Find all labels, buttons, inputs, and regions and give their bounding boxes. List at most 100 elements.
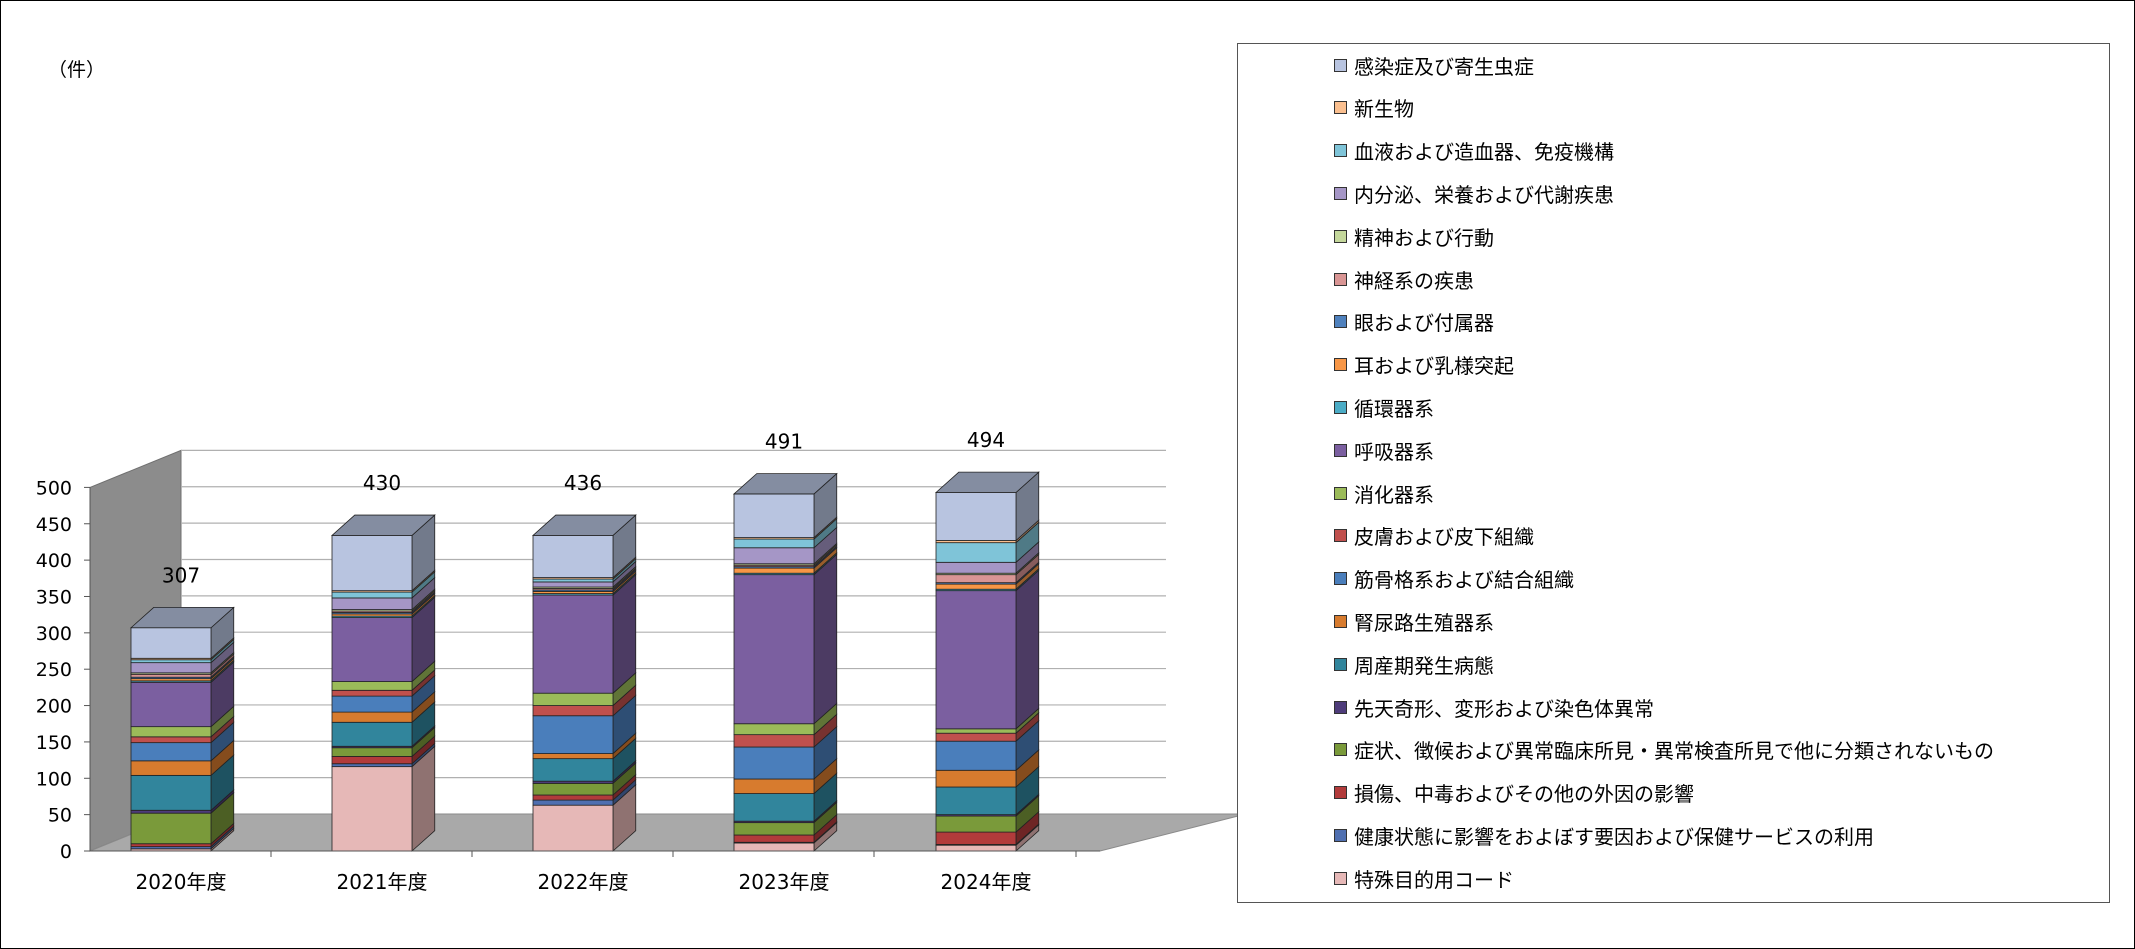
legend-label: 内分泌、栄養および代謝疾患 bbox=[1354, 182, 1614, 207]
bar-stack-4 bbox=[732, 472, 838, 852]
bar-segment-front bbox=[331, 747, 413, 757]
legend-label: 症状、徴候および異常臨床所見・異常検査所見で他に分類されないもの bbox=[1354, 739, 1994, 764]
bar-segment-front bbox=[532, 594, 614, 694]
bar-segment-front bbox=[532, 782, 614, 796]
y-axis: （件） 0 50 100 150 200 250 300 350 400 450 500 bbox=[36, 59, 105, 863]
bar-segment-front bbox=[532, 578, 614, 583]
legend-label: 特殊目的用コード bbox=[1354, 867, 1514, 892]
x-tick-label: 2024年度 bbox=[941, 870, 1032, 894]
bar-segment-front bbox=[733, 493, 815, 538]
bar-segment-front bbox=[532, 758, 614, 782]
legend-swatch bbox=[1334, 400, 1347, 414]
bar-top bbox=[531, 514, 637, 536]
legend-swatch bbox=[1334, 144, 1347, 158]
bar-segment bbox=[935, 521, 1040, 564]
y-tick-label: 350 bbox=[36, 586, 72, 608]
legend-swatch bbox=[1334, 657, 1347, 671]
bar-segment-front bbox=[733, 793, 815, 822]
bar-segment-front bbox=[130, 681, 212, 728]
legend-swatch bbox=[1334, 486, 1347, 500]
bar-segment-side bbox=[1015, 569, 1040, 730]
bar-segment-front bbox=[532, 581, 614, 588]
bar-segment-front bbox=[532, 753, 614, 760]
legend-swatch bbox=[1334, 700, 1347, 714]
legend-label: 消化器系 bbox=[1354, 482, 1434, 507]
legend-label: 皮膚および皮下組織 bbox=[1354, 525, 1534, 550]
legend-item: 皮膚および皮下組織 bbox=[1334, 521, 1534, 551]
bar-segment bbox=[130, 721, 235, 762]
legend-swatch bbox=[1334, 614, 1347, 628]
bar-segment-front bbox=[331, 711, 413, 723]
bar-segment-front bbox=[733, 842, 815, 852]
legend-label: 循環器系 bbox=[1354, 396, 1434, 421]
total-label: 430 bbox=[363, 471, 401, 495]
legend-item: 内分泌、栄養および代謝疾患 bbox=[1334, 178, 1614, 208]
y-tick-label: 200 bbox=[36, 696, 72, 718]
bar-segment-front bbox=[331, 695, 413, 713]
legend-item: 消化器系 bbox=[1334, 478, 1434, 508]
bar-segment-front bbox=[130, 812, 212, 845]
bar-segment-front bbox=[935, 786, 1017, 816]
legend-item: 循環器系 bbox=[1334, 392, 1434, 422]
legend-label: 健康状態に影響をおよぼす要因および保健サービスの利用 bbox=[1354, 824, 1874, 849]
legend-label: 先天奇形、変形および染色体異常 bbox=[1354, 696, 1654, 721]
bar-segment bbox=[532, 737, 637, 783]
x-axis: 2020年度 2021年度 2022年度 2023年度 2024年度 bbox=[90, 850, 1100, 894]
legend-item: 健康状態に影響をおよぼす要因および保健サービスの利用 bbox=[1334, 820, 1874, 850]
bar-segment bbox=[732, 472, 838, 539]
bar-segment-front bbox=[935, 590, 1017, 730]
bar-segment-front bbox=[532, 794, 614, 801]
x-tick-label: 2020年度 bbox=[136, 870, 227, 894]
bar-segment-front bbox=[935, 740, 1017, 771]
bar-segment-front bbox=[130, 843, 212, 848]
bar-segment bbox=[331, 701, 436, 748]
bar-segment-front bbox=[130, 736, 212, 744]
legend-label: 新生物 bbox=[1354, 97, 1414, 122]
bar-segment-front bbox=[532, 692, 614, 706]
legend-label: 感染症及び寄生虫症 bbox=[1354, 54, 1534, 79]
y-tick-label: 500 bbox=[36, 477, 72, 499]
bar-segment-front bbox=[733, 567, 815, 574]
bar-stack-2 bbox=[330, 514, 436, 852]
legend-item: 症状、徴候および異常臨床所見・異常検査所見で他に分類されないもの bbox=[1334, 735, 1994, 765]
bar-segment bbox=[935, 711, 1040, 743]
bar-segment bbox=[733, 801, 838, 836]
legend-swatch bbox=[1334, 828, 1347, 842]
bar-segment-front bbox=[935, 732, 1017, 742]
legend-item: 精神および行動 bbox=[1334, 221, 1494, 251]
legend-item: 周産期発生病態 bbox=[1334, 649, 1494, 679]
legend-item: 新生物 bbox=[1334, 93, 1414, 123]
legend-label: 周産期発生病態 bbox=[1354, 653, 1494, 678]
bar-segment-front bbox=[733, 746, 815, 780]
legend-swatch bbox=[1334, 229, 1347, 243]
legend-label: 眼および付属器 bbox=[1354, 311, 1494, 336]
y-tick-label: 250 bbox=[36, 659, 72, 681]
bar-segment bbox=[130, 661, 235, 728]
legend-label: 精神および行動 bbox=[1354, 225, 1494, 250]
bar-segment-front bbox=[532, 799, 614, 806]
legend-label: 損傷、中毒およびその他の外因の影響 bbox=[1354, 782, 1694, 807]
legend-item: 呼吸器系 bbox=[1334, 435, 1434, 465]
bar-segment-front bbox=[935, 815, 1017, 833]
bar-segment bbox=[129, 606, 235, 660]
bar-segment-front bbox=[733, 547, 815, 565]
y-axis-unit-label: （件） bbox=[48, 59, 105, 81]
legend-label: 筋骨格系および結合組織 bbox=[1354, 568, 1574, 593]
legend-swatch bbox=[1334, 871, 1347, 885]
legend-swatch bbox=[1334, 58, 1347, 72]
y-tick-label: 300 bbox=[36, 623, 72, 645]
legend-swatch bbox=[1334, 786, 1347, 800]
bar-segment-front bbox=[935, 583, 1017, 590]
bar-segment-front bbox=[331, 721, 413, 747]
bar-segment-front bbox=[331, 534, 413, 592]
bar-segment bbox=[934, 471, 1040, 542]
bar-stack-1 bbox=[129, 606, 235, 852]
bar-segment-front bbox=[935, 561, 1017, 574]
bar-segment-front bbox=[935, 769, 1017, 788]
total-label: 436 bbox=[564, 471, 602, 495]
bar-segment-front bbox=[935, 574, 1017, 584]
bar-segment-front bbox=[733, 538, 815, 549]
legend-swatch bbox=[1334, 743, 1347, 757]
bar-segment-front bbox=[733, 778, 815, 794]
bar-segment bbox=[331, 674, 436, 713]
